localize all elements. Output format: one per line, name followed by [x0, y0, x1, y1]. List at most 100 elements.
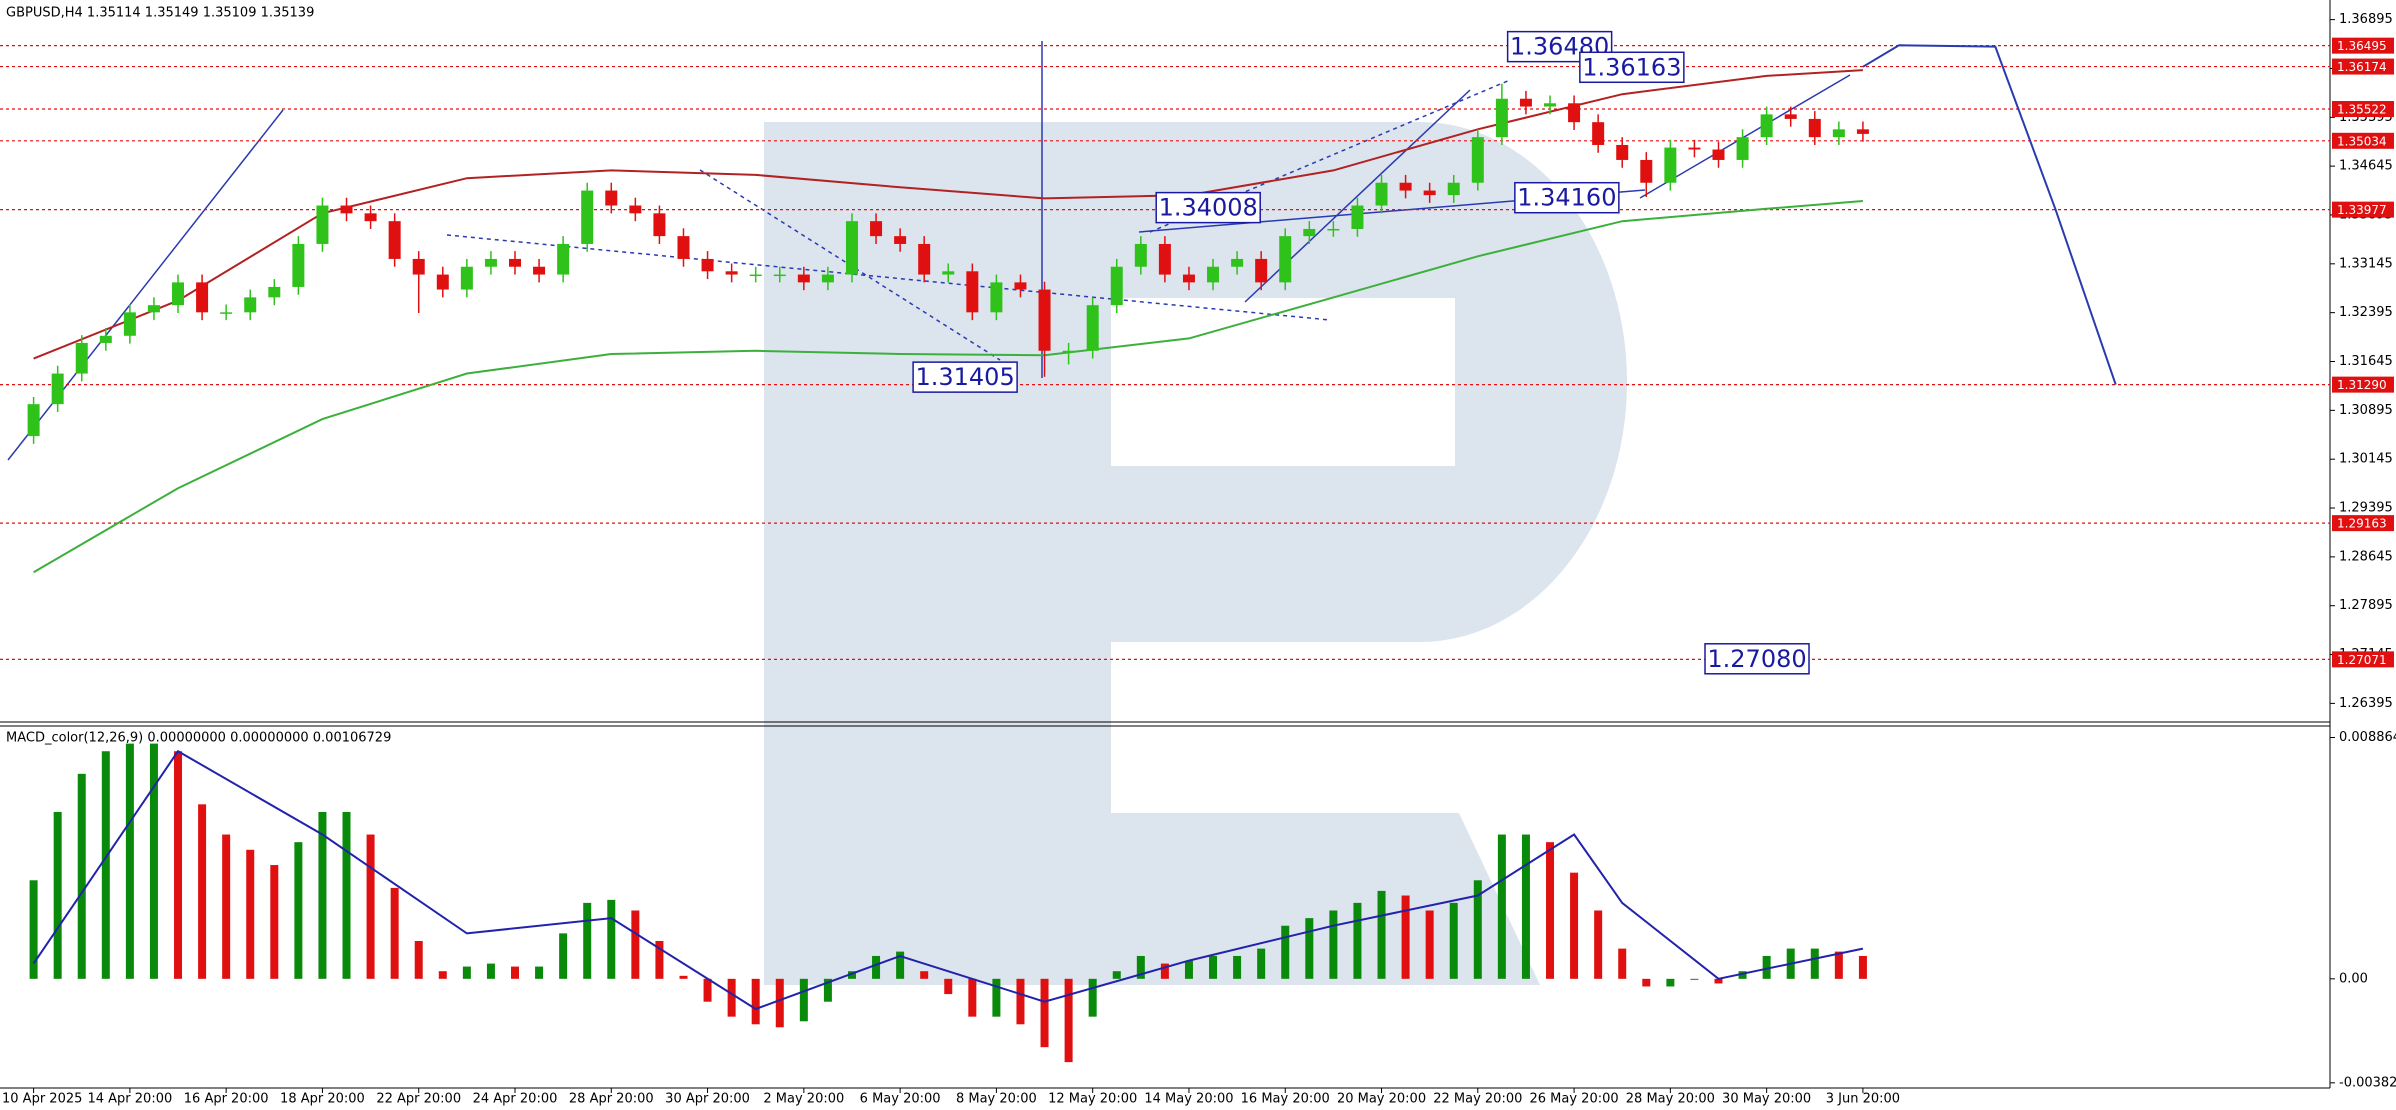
- candle-body: [123, 312, 136, 336]
- y-tick-label: 1.34645: [2339, 159, 2393, 174]
- candle-body: [316, 205, 329, 244]
- candle-body: [1519, 98, 1532, 107]
- histogram-bar: [414, 940, 423, 979]
- x-tick-label: 2 May 20:00: [763, 1092, 844, 1107]
- annotation-label: 1.27080: [1707, 645, 1806, 673]
- histogram-bar: [1353, 902, 1362, 979]
- level-tag: [2332, 201, 2394, 218]
- candle-body: [1592, 122, 1605, 145]
- histogram-bar: [799, 978, 808, 1022]
- x-tick-label: 28 Apr 20:00: [569, 1092, 654, 1107]
- x-tick-label: 28 May 20:00: [1626, 1092, 1715, 1107]
- candle-body: [147, 305, 160, 313]
- candle-body: [1664, 147, 1677, 183]
- histogram-bar: [823, 978, 832, 1002]
- candle-body: [1255, 258, 1268, 283]
- level-tag: [2332, 515, 2394, 532]
- chart-title: GBPUSD,H4 1.35114 1.35149 1.35109 1.3513…: [6, 6, 314, 21]
- level-label: 1.36174: [2337, 60, 2387, 74]
- level-label: 1.35034: [2337, 134, 2387, 148]
- histogram-bar: [1112, 971, 1121, 979]
- candle-body: [797, 274, 810, 283]
- candle-body: [51, 373, 64, 405]
- candle-body: [220, 312, 233, 314]
- histogram-bar: [896, 951, 905, 979]
- histogram-bar: [198, 804, 207, 979]
- x-tick-label: 24 Apr 20:00: [473, 1092, 558, 1107]
- x-tick-label: 14 May 20:00: [1144, 1092, 1233, 1107]
- candle-body: [27, 404, 40, 437]
- candle-body: [1856, 129, 1869, 134]
- candle-body: [196, 282, 209, 313]
- histogram-bar: [1209, 955, 1218, 979]
- annotation-box: [1579, 51, 1685, 84]
- histogram-bar: [1473, 880, 1482, 979]
- histogram-bar: [535, 966, 544, 979]
- histogram-bar: [1233, 955, 1242, 979]
- candle-body: [509, 258, 521, 267]
- candle-body: [1640, 159, 1653, 183]
- histogram-bar: [1690, 978, 1699, 980]
- candle-body: [460, 266, 473, 290]
- x-tick-label: 14 Apr 20:00: [87, 1092, 172, 1107]
- indicator-title: MACD_color(12,26,9) 0.00000000 0.0000000…: [6, 731, 391, 746]
- candle-body: [1086, 305, 1099, 351]
- histogram-bar: [920, 971, 929, 979]
- histogram-bar: [486, 963, 495, 979]
- y-tick-label: 1.27895: [2339, 598, 2393, 613]
- histogram-bar: [1016, 978, 1025, 1025]
- histogram-bar: [462, 966, 471, 979]
- histogram-bar: [1329, 910, 1338, 979]
- candle-body: [629, 205, 642, 214]
- candle-body: [653, 213, 666, 237]
- candle-body: [773, 274, 786, 277]
- level-tag: [2332, 58, 2394, 75]
- annotation-box: [912, 361, 1018, 393]
- candle-body: [581, 190, 594, 244]
- candle-body: [1110, 266, 1123, 306]
- overlay-line: [1862, 44, 2117, 385]
- candle-body: [557, 243, 570, 275]
- candle-body: [1351, 205, 1364, 229]
- level-tag: [2332, 132, 2394, 149]
- candle-body: [821, 274, 834, 283]
- histogram-bar: [149, 743, 158, 979]
- histogram-bar: [1858, 955, 1867, 979]
- y-tick-label: 1.30895: [2339, 403, 2393, 418]
- y-tick-label: -0.00382000: [2339, 1075, 2396, 1090]
- x-tick-label: 30 Apr 20:00: [665, 1092, 750, 1107]
- histogram-bar: [1257, 948, 1266, 979]
- histogram-bar: [751, 978, 760, 1025]
- histogram-bar: [992, 978, 1001, 1017]
- candle-body: [1014, 282, 1027, 290]
- candle-body: [677, 236, 690, 259]
- candle-body: [1760, 114, 1773, 138]
- annotation-label: 1.36163: [1582, 53, 1681, 81]
- histogram-bar: [53, 811, 62, 979]
- x-tick-label: 20 May 20:00: [1337, 1092, 1426, 1107]
- histogram-bar: [511, 966, 519, 979]
- histogram-bar: [294, 842, 303, 979]
- x-tick-label: 26 May 20:00: [1530, 1092, 1619, 1107]
- candle-body: [918, 243, 931, 275]
- candle-body: [1712, 149, 1725, 160]
- histogram-bar: [1305, 918, 1314, 979]
- level-tag: [2332, 376, 2394, 393]
- histogram-bar: [1738, 971, 1747, 979]
- candle-body: [1736, 137, 1749, 160]
- histogram-bar: [1401, 895, 1410, 979]
- histogram-bar: [968, 978, 977, 1017]
- histogram-bar: [438, 971, 447, 979]
- histogram-bar: [1642, 978, 1651, 987]
- histogram-bar: [655, 940, 664, 979]
- x-tick-label: 22 Apr 20:00: [376, 1092, 461, 1107]
- candle-body: [1808, 118, 1821, 138]
- candle-body: [701, 258, 714, 272]
- annotation-label: 1.34160: [1517, 184, 1616, 212]
- candle-body: [172, 282, 185, 306]
- candle-body: [1495, 98, 1508, 138]
- candle-body: [942, 271, 955, 275]
- candle-body: [1568, 103, 1581, 123]
- candle-body: [894, 236, 907, 244]
- candle-body: [1784, 114, 1797, 119]
